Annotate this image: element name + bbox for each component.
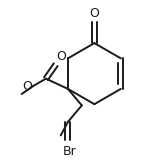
Text: Br: Br: [63, 145, 77, 158]
Text: O: O: [89, 7, 99, 20]
Text: O: O: [57, 50, 67, 63]
Text: O: O: [22, 80, 32, 93]
